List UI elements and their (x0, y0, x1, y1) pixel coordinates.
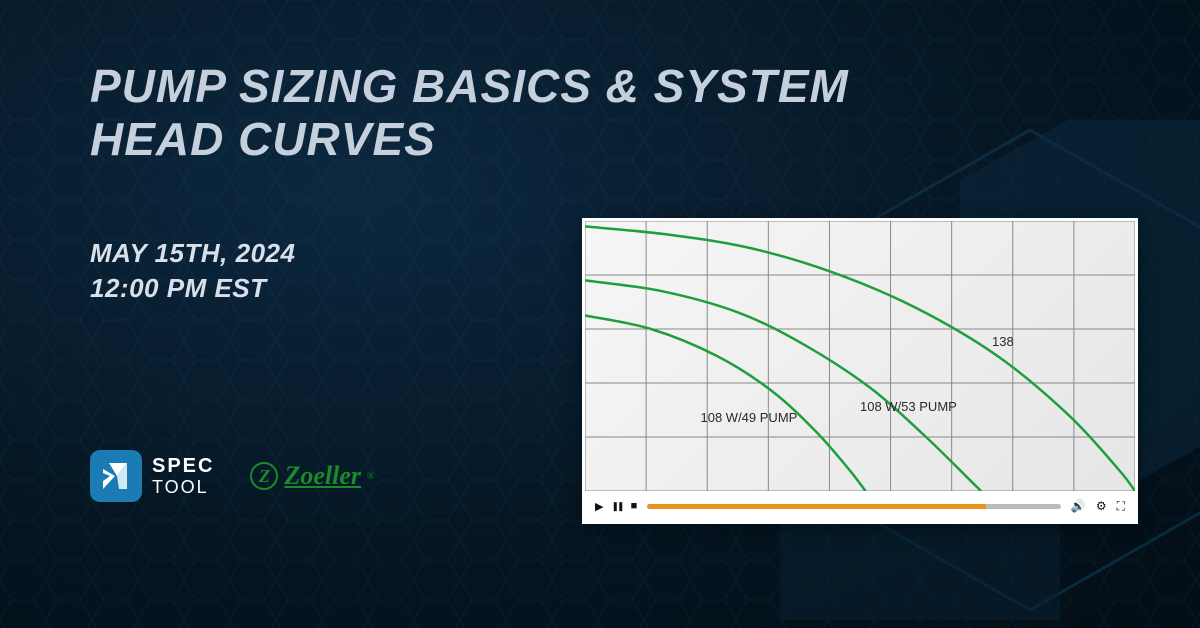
volume-icon[interactable]: 🔊 (1071, 499, 1086, 513)
settings-icon[interactable]: ⚙ (1096, 499, 1107, 513)
fullscreen-icon[interactable]: ⛶ (1117, 499, 1125, 514)
spectool-logo: SPEC TOOL (90, 450, 214, 502)
spectool-text-2: TOOL (152, 478, 214, 496)
play-icon[interactable]: ▶ (595, 500, 603, 513)
spectool-text-1: SPEC (152, 456, 214, 476)
stop-icon[interactable]: ■ (631, 500, 638, 512)
page-title: PUMP SIZING BASICS & SYSTEM HEAD CURVES (90, 60, 850, 166)
zoeller-mark-icon: Z (250, 462, 278, 490)
zoeller-trademark: ® (367, 471, 375, 482)
curve-label-49: 108 W/49 PUMP (701, 410, 798, 425)
event-datetime: MAY 15TH, 2024 12:00 PM EST (90, 236, 1110, 306)
progress-fill (647, 504, 986, 509)
video-controls-bar: ▶ ❚❚ ■ 🔊 ⚙ ⛶ (585, 491, 1135, 521)
logo-row: SPEC TOOL Z Zoeller ® (90, 450, 375, 502)
event-time: 12:00 PM EST (90, 271, 1110, 306)
event-date: MAY 15TH, 2024 (90, 236, 1110, 271)
spectool-icon (90, 450, 142, 502)
zoeller-logo: Z Zoeller ® (250, 461, 374, 491)
curve-label-53: 108 W/53 PUMP (860, 399, 957, 414)
pause-icon[interactable]: ❚❚ (611, 501, 622, 512)
progress-bar[interactable] (647, 504, 1061, 509)
zoeller-text: Zoeller (284, 461, 361, 491)
